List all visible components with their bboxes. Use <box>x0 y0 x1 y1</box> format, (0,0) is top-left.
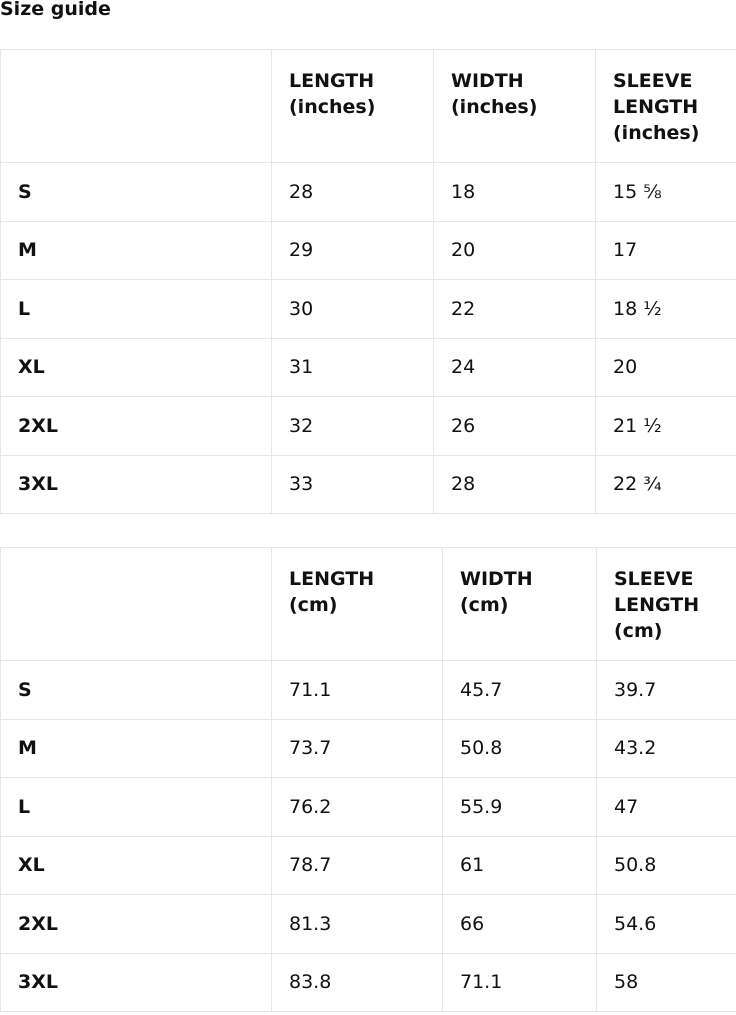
measurement-cell: 54.6 <box>596 894 736 954</box>
measurement-cell: 26 <box>433 396 596 456</box>
column-header: SLEEVE LENGTH (inches) <box>595 49 736 163</box>
column-header: SLEEVE LENGTH (cm) <box>596 547 736 661</box>
measurement-cell: 50.8 <box>596 835 736 895</box>
measurement-cell: 58 <box>596 952 736 1012</box>
column-header <box>0 547 272 661</box>
column-header: LENGTH (cm) <box>271 547 443 661</box>
size-label: 2XL <box>0 894 272 954</box>
measurement-cell: 22 ¾ <box>595 454 736 514</box>
measurement-cell: 30 <box>271 279 434 339</box>
column-header: WIDTH (cm) <box>442 547 597 661</box>
size-label: 3XL <box>0 454 272 514</box>
measurement-cell: 21 ½ <box>595 396 736 456</box>
measurement-cell: 17 <box>595 220 736 280</box>
measurement-cell: 55.9 <box>442 777 597 837</box>
size-table-cm: LENGTH (cm) WIDTH (cm) SLEEVE LENGTH (cm) S… <box>0 547 736 1012</box>
measurement-cell: 18 ½ <box>595 279 736 339</box>
size-label: 3XL <box>0 952 272 1012</box>
table-row: M 73.7 50.8 43.2 <box>0 718 736 778</box>
size-label: XL <box>0 835 272 895</box>
measurement-cell: 22 <box>433 279 596 339</box>
measurement-cell: 20 <box>595 337 736 397</box>
table-row: XL 31 24 20 <box>0 337 736 397</box>
measurement-cell: 66 <box>442 894 597 954</box>
measurement-cell: 39.7 <box>596 660 736 720</box>
measurement-cell: 71.1 <box>442 952 597 1012</box>
measurement-cell: 47 <box>596 777 736 837</box>
size-label: XL <box>0 337 272 397</box>
table-row: S 28 18 15 ⅝ <box>0 162 736 222</box>
size-label: L <box>0 279 272 339</box>
column-header <box>0 49 272 163</box>
table-row: 2XL 81.3 66 54.6 <box>0 894 736 954</box>
measurement-cell: 31 <box>271 337 434 397</box>
measurement-cell: 83.8 <box>271 952 443 1012</box>
table-row: S 71.1 45.7 39.7 <box>0 660 736 720</box>
size-label: 2XL <box>0 396 272 456</box>
measurement-cell: 78.7 <box>271 835 443 895</box>
header-row: LENGTH (cm) WIDTH (cm) SLEEVE LENGTH (cm) <box>0 547 736 661</box>
measurement-cell: 45.7 <box>442 660 597 720</box>
measurement-cell: 28 <box>433 454 596 514</box>
measurement-cell: 43.2 <box>596 718 736 778</box>
measurement-cell: 71.1 <box>271 660 443 720</box>
measurement-cell: 28 <box>271 162 434 222</box>
size-label: M <box>0 718 272 778</box>
column-header: WIDTH (inches) <box>433 49 596 163</box>
table-row: XL 78.7 61 50.8 <box>0 835 736 895</box>
table-row: L 30 22 18 ½ <box>0 279 736 339</box>
measurement-cell: 76.2 <box>271 777 443 837</box>
size-table-inches: LENGTH (inches) WIDTH (inches) SLEEVE LENG… <box>0 49 736 514</box>
measurement-cell: 81.3 <box>271 894 443 954</box>
measurement-cell: 50.8 <box>442 718 597 778</box>
table-row: M 29 20 17 <box>0 220 736 280</box>
table-row: 3XL 83.8 71.1 58 <box>0 952 736 1012</box>
table-row: 2XL 32 26 21 ½ <box>0 396 736 456</box>
size-label: S <box>0 660 272 720</box>
measurement-cell: 61 <box>442 835 597 895</box>
measurement-cell: 73.7 <box>271 718 443 778</box>
page-title: Size guide <box>0 0 111 20</box>
measurement-cell: 29 <box>271 220 434 280</box>
measurement-cell: 33 <box>271 454 434 514</box>
size-label: M <box>0 220 272 280</box>
measurement-cell: 20 <box>433 220 596 280</box>
column-header: LENGTH (inches) <box>271 49 434 163</box>
measurement-cell: 15 ⅝ <box>595 162 736 222</box>
measurement-cell: 18 <box>433 162 596 222</box>
size-label: S <box>0 162 272 222</box>
measurement-cell: 24 <box>433 337 596 397</box>
table-row: L 76.2 55.9 47 <box>0 777 736 837</box>
size-label: L <box>0 777 272 837</box>
table-row: 3XL 33 28 22 ¾ <box>0 454 736 514</box>
header-row: LENGTH (inches) WIDTH (inches) SLEEVE LENG… <box>0 49 736 163</box>
measurement-cell: 32 <box>271 396 434 456</box>
